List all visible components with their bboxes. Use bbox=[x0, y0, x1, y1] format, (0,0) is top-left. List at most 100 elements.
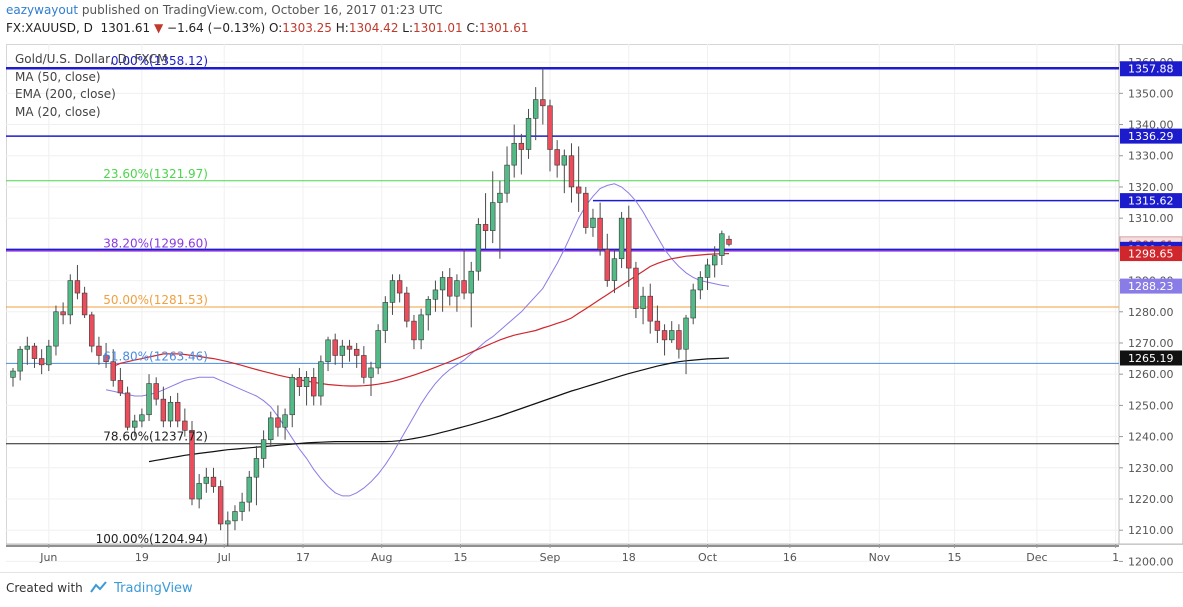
y-tick-label: 1340.00 bbox=[1128, 119, 1174, 132]
author-link[interactable]: eazywayout bbox=[6, 3, 79, 17]
candle-body bbox=[53, 311, 59, 347]
candle-body bbox=[217, 486, 224, 525]
x-tick-label: 19 bbox=[135, 551, 149, 564]
y-tick-label: 1260.00 bbox=[1128, 368, 1174, 381]
candle-body bbox=[382, 302, 389, 331]
candle-body bbox=[618, 217, 625, 260]
candle-body bbox=[282, 414, 288, 428]
candle-body bbox=[511, 142, 517, 166]
high-value: 1304.42 bbox=[348, 21, 399, 35]
candle-body bbox=[432, 289, 439, 300]
candle-body bbox=[425, 298, 431, 316]
high-label: H: bbox=[335, 21, 349, 35]
price-chart[interactable]: 0.00%(1358.12) 23.60%(1321.97) 38.20%(1299… bbox=[6, 44, 1183, 571]
candle-body bbox=[540, 99, 546, 107]
candle-body bbox=[640, 295, 646, 309]
candle-body bbox=[189, 430, 195, 500]
chart-header: eazywayout published on TradingView.com,… bbox=[0, 0, 1183, 44]
candle-body bbox=[296, 377, 303, 387]
chart-legend: Gold/U.S. Dollar, D, FXCM MA (50, close)… bbox=[15, 51, 168, 121]
candle-body bbox=[139, 414, 145, 422]
candle-body bbox=[468, 270, 474, 294]
fib-level-label: 50.00%(1281.53) bbox=[103, 293, 208, 307]
candle-body bbox=[604, 249, 610, 281]
candle-body bbox=[160, 398, 167, 422]
x-tick-label: Nov bbox=[869, 551, 891, 564]
axes[interactable]: 1200.00 1210.00 1220.00 1230.00 1240.00 1250.… bbox=[39, 56, 1183, 568]
candle-body bbox=[583, 192, 589, 228]
fib-level-label: 23.60%(1321.97) bbox=[103, 167, 208, 181]
candle-body bbox=[210, 476, 217, 487]
candle-body bbox=[275, 417, 281, 428]
price-label: 1298.65 bbox=[1128, 248, 1174, 261]
candle-body bbox=[396, 280, 403, 294]
candle-body bbox=[676, 330, 682, 350]
candle-body bbox=[38, 358, 45, 366]
published-text: published on TradingView.com, October 16… bbox=[81, 3, 443, 17]
candle-body bbox=[232, 511, 238, 522]
x-tick-label: Jun bbox=[39, 551, 57, 564]
candle-body bbox=[368, 367, 374, 378]
x-tick-label: 18 bbox=[622, 551, 636, 564]
candle-body bbox=[253, 458, 260, 478]
candle-body bbox=[490, 202, 496, 231]
candle-body bbox=[246, 476, 252, 503]
y-tick-label: 1230.00 bbox=[1128, 462, 1174, 475]
close-value: 1301.61 bbox=[478, 21, 529, 35]
candle-body bbox=[532, 99, 539, 119]
candle-body bbox=[461, 280, 467, 294]
price-change: −1.64 (−0.13%) bbox=[167, 21, 266, 35]
candle-body bbox=[726, 238, 732, 245]
candle-body bbox=[311, 377, 317, 397]
candle-body bbox=[547, 105, 553, 150]
candle-body bbox=[704, 264, 711, 278]
candle-body bbox=[174, 401, 181, 422]
candle-body bbox=[719, 233, 725, 256]
ema200-line bbox=[148, 357, 730, 463]
candle-body bbox=[597, 217, 603, 250]
candle-body bbox=[132, 420, 138, 428]
last-price: 1301.61 bbox=[100, 21, 151, 35]
candle-body bbox=[24, 345, 31, 350]
price-label-box bbox=[1120, 278, 1182, 294]
down-arrow-icon: ▼ bbox=[153, 21, 164, 35]
footer: Created with TradingView bbox=[0, 572, 1183, 607]
candle-body bbox=[117, 380, 124, 394]
x-tick-label: Oct bbox=[698, 551, 718, 564]
candle-body bbox=[690, 289, 696, 319]
candle-body bbox=[575, 186, 582, 194]
price-label: 1288.23 bbox=[1128, 280, 1174, 293]
price-label-box bbox=[1120, 61, 1182, 77]
candle-body bbox=[404, 292, 410, 322]
candle-body bbox=[31, 345, 38, 359]
tradingview-brand: TradingView bbox=[114, 581, 193, 596]
candle-body bbox=[74, 280, 81, 294]
candle-body bbox=[711, 255, 718, 266]
chart-area[interactable]: 0.00%(1358.12) 23.60%(1321.97) 38.20%(1299… bbox=[6, 44, 1183, 571]
created-with-text: Created with bbox=[6, 581, 83, 595]
candle-body bbox=[46, 345, 52, 366]
y-tick-label: 1240.00 bbox=[1128, 431, 1174, 444]
candle-body bbox=[303, 377, 310, 387]
fib-level-label: 78.60%(1237.72) bbox=[103, 430, 208, 444]
x-tick-label: 1 bbox=[1112, 551, 1119, 564]
candle-body bbox=[110, 361, 116, 381]
x-tick-label: 16 bbox=[783, 551, 797, 564]
tradingview-logo[interactable]: TradingView bbox=[88, 580, 193, 596]
candle-body bbox=[590, 217, 596, 228]
price-label-box bbox=[1120, 193, 1182, 209]
candle-body bbox=[568, 155, 575, 188]
x-tick-label: Sep bbox=[540, 551, 561, 564]
candle-body bbox=[260, 439, 267, 459]
candle-body bbox=[332, 339, 338, 356]
close-label: C: bbox=[466, 21, 479, 35]
low-value: 1301.01 bbox=[413, 21, 463, 35]
price-label: 1265.19 bbox=[1128, 352, 1174, 365]
price-label-box bbox=[1120, 350, 1182, 366]
publish-line: eazywayout published on TradingView.com,… bbox=[6, 3, 443, 17]
candle-body bbox=[124, 392, 131, 428]
y-tick-label: 1350.00 bbox=[1128, 87, 1174, 100]
horizontal-levels bbox=[6, 67, 1119, 547]
y-tick-label: 1320.00 bbox=[1128, 181, 1174, 194]
candle-body bbox=[633, 267, 639, 309]
